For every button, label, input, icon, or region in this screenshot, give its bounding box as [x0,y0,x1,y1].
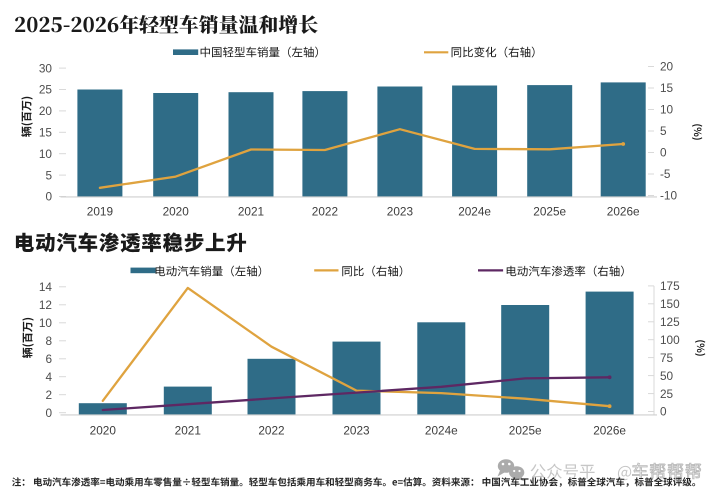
svg-text:2026e: 2026e [607,204,640,218]
svg-text:0: 0 [45,190,52,204]
svg-text:2024e: 2024e [425,424,458,438]
svg-text:20: 20 [660,60,674,74]
svg-text:2022: 2022 [258,424,284,438]
svg-text:2023: 2023 [343,424,370,438]
svg-text:5: 5 [660,124,667,138]
svg-text:2019: 2019 [87,204,113,218]
svg-text:2021: 2021 [238,204,264,218]
svg-text:30: 30 [39,61,53,75]
svg-text:2024e: 2024e [458,204,491,218]
svg-text:0: 0 [45,406,52,420]
svg-text:2025e: 2025e [533,204,566,218]
svg-text:125: 125 [660,315,680,329]
svg-text:-10: -10 [660,189,677,203]
svg-text:14: 14 [39,280,53,294]
svg-text:2022: 2022 [312,204,338,218]
svg-text:2: 2 [45,388,52,402]
svg-text:20: 20 [39,104,53,118]
svg-text:2020: 2020 [90,424,117,438]
svg-text:75: 75 [660,351,674,365]
svg-text:8: 8 [45,334,52,348]
svg-text:150: 150 [660,297,680,311]
svg-text:2021: 2021 [175,424,201,438]
svg-text:15: 15 [660,81,674,95]
svg-text:25: 25 [39,83,53,97]
svg-text:175: 175 [660,279,680,293]
svg-text:0: 0 [660,146,667,160]
svg-text:10: 10 [39,316,53,330]
svg-text:-5: -5 [660,167,671,181]
svg-text:4: 4 [45,370,52,384]
svg-text:50: 50 [660,369,674,383]
svg-text:2020: 2020 [163,204,190,218]
svg-text:2026e: 2026e [593,424,626,438]
svg-text:12: 12 [39,298,52,312]
svg-text:5: 5 [45,168,52,182]
svg-text:10: 10 [39,147,53,161]
svg-text:0: 0 [660,405,667,419]
svg-text:6: 6 [45,352,52,366]
svg-text:25: 25 [660,387,674,401]
svg-text:2023: 2023 [387,204,414,218]
svg-text:100: 100 [660,333,680,347]
svg-text:15: 15 [39,126,53,140]
svg-text:2025e: 2025e [509,424,542,438]
svg-text:10: 10 [660,103,674,117]
